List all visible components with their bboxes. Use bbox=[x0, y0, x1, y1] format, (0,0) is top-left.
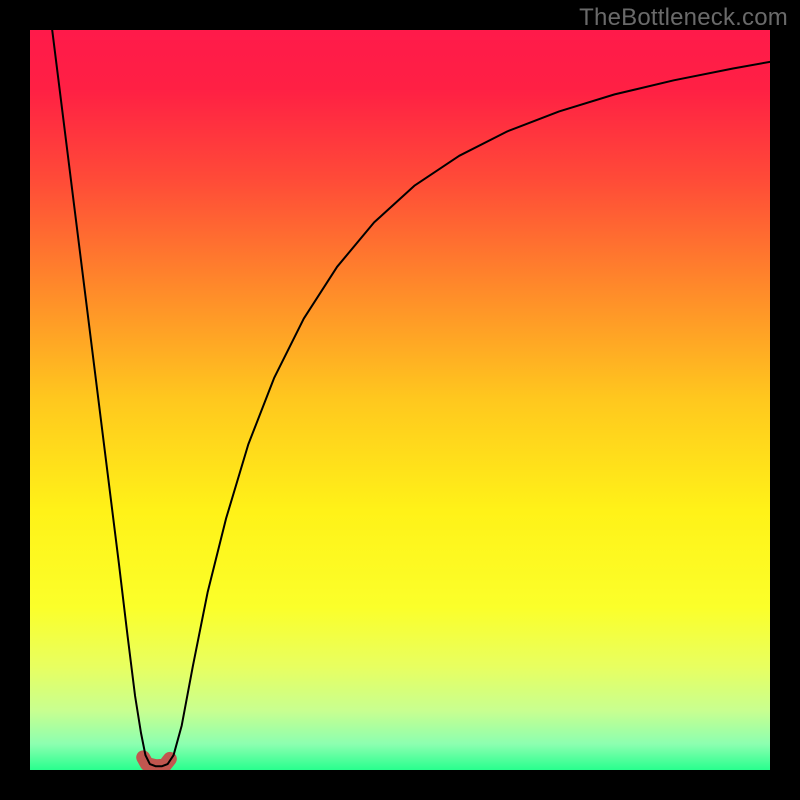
plot-area bbox=[30, 30, 770, 770]
bottleneck-curve bbox=[30, 30, 770, 770]
curve-line bbox=[52, 30, 770, 766]
chart-frame: TheBottleneck.com bbox=[0, 0, 800, 800]
watermark-text: TheBottleneck.com bbox=[579, 4, 788, 32]
